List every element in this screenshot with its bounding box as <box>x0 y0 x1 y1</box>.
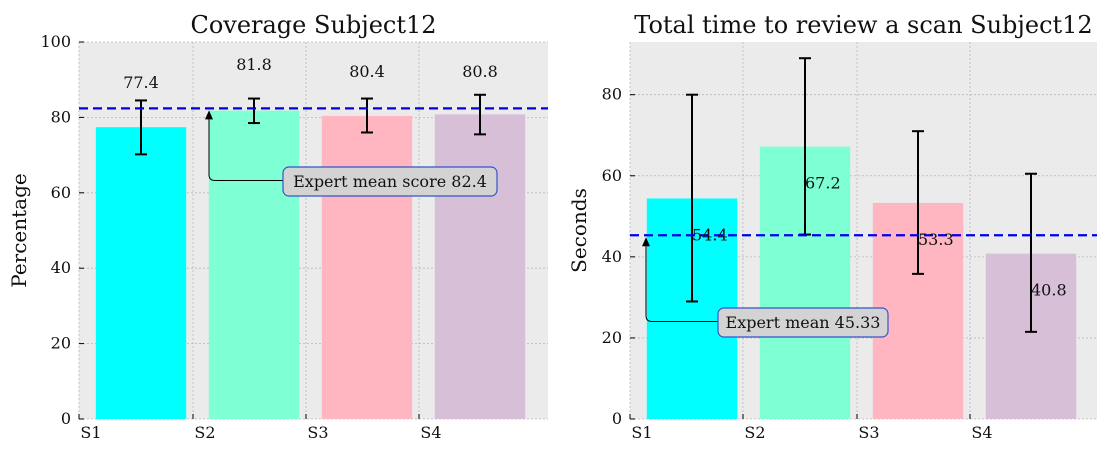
chart-2: 54.4 67.2 53.3 40.8 Expert mean 45.33 0 20 40 60… <box>567 11 1097 442</box>
chart-title: Total time to review a scan Subject12 <box>634 11 1092 39</box>
x-tick-label: S1 <box>80 423 101 442</box>
annotation-arrowhead <box>205 110 213 120</box>
y-tick-label: 40 <box>602 247 622 266</box>
chart-1: 77.4 81.8 80.4 80.8 Expert mean score 82.4 0 2… <box>7 11 548 442</box>
value-label: 40.8 <box>1031 281 1067 300</box>
value-label: 81.8 <box>236 55 272 74</box>
chart-title: Coverage Subject12 <box>190 11 436 39</box>
annotation-text: Expert mean score 82.4 <box>293 172 487 191</box>
x-tick-label: S2 <box>744 423 765 442</box>
y-axis-label: Percentage <box>7 173 31 287</box>
bar-s3 <box>321 115 413 419</box>
x-tick-label: S3 <box>307 423 328 442</box>
value-label: 53.3 <box>918 230 954 249</box>
y-tick-label: 0 <box>61 409 71 428</box>
annotation-box <box>282 166 498 197</box>
annotation-arrow-line <box>645 245 718 322</box>
y-axis-label: Seconds <box>567 188 591 273</box>
x-tick-label: S4 <box>420 423 441 442</box>
bar-s1 <box>95 127 187 420</box>
y-tick-label: 60 <box>51 183 71 202</box>
annotation-text: Expert mean 45.33 <box>726 313 881 332</box>
y-tick-label: 80 <box>51 107 71 126</box>
y-tick-label: 0 <box>612 409 622 428</box>
bar-s2 <box>208 110 300 419</box>
annotation-arrowhead <box>642 237 650 247</box>
value-label: 77.4 <box>123 73 159 92</box>
bar-s4 <box>434 114 526 419</box>
y-tick-label: 80 <box>602 85 622 104</box>
y-tick-label: 100 <box>40 32 71 51</box>
x-tick-label: S2 <box>194 423 215 442</box>
value-label: 80.8 <box>462 62 498 81</box>
x-tick-label: S4 <box>971 423 992 442</box>
y-tick-label: 40 <box>51 258 71 277</box>
x-tick-label: S1 <box>631 423 652 442</box>
annotation-box <box>717 307 889 338</box>
value-label: 54.4 <box>692 225 728 244</box>
y-tick-label: 20 <box>602 328 622 347</box>
y-tick-label: 60 <box>602 166 622 185</box>
value-label: 80.4 <box>349 62 385 81</box>
y-tick-label: 20 <box>51 334 71 353</box>
x-tick-label: S3 <box>858 423 879 442</box>
value-label: 67.2 <box>805 174 841 193</box>
annotation-arrow-line <box>208 118 283 181</box>
